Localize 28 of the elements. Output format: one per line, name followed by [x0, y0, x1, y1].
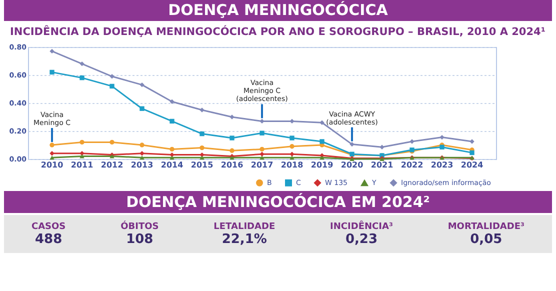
- text: LETALIDADE: [214, 222, 276, 232]
- text: 0,23: [344, 232, 379, 246]
- text: CASOS: [31, 222, 66, 232]
- text: 108: [125, 232, 154, 246]
- x-tick-label: 2018: [280, 160, 304, 170]
- text: 22,1%: [220, 232, 268, 246]
- x-tick-label: 2023: [430, 160, 454, 170]
- x-tick-label: 2014: [160, 160, 184, 170]
- x-tick-label: 2011: [70, 160, 94, 170]
- text: ÓBITOS: [120, 222, 159, 232]
- x-tick-label: 2019: [310, 160, 334, 170]
- x-tick-label: 2024: [460, 160, 484, 170]
- x-tick-label: 2021: [370, 160, 394, 170]
- x-tick-label: 2010: [40, 160, 64, 170]
- text: MORTALIDADE³: [448, 222, 524, 232]
- text: 0,05: [469, 232, 504, 246]
- text: DOENÇA MENINGOCÓCICA EM 2024²: [4, 191, 552, 213]
- chart-title: DOENÇA MENINGOCÓCICA: [4, 0, 552, 21]
- x-tick-label: 2015: [190, 160, 214, 170]
- x-tick-label: 2020: [340, 160, 364, 170]
- chart-subtitle: INCIDÊNCIA DA DOENÇA MENINGOCÓCICA POR ANO E SOROGRUPO – BRASIL, 2010 A 2024¹: [10, 26, 546, 39]
- x-tick-label: 2016: [220, 160, 244, 170]
- x-tick-label: 2012: [100, 160, 124, 170]
- text: 488: [34, 232, 64, 246]
- x-tick-label: 2017: [250, 160, 274, 170]
- x-tick-label: 2013: [130, 160, 154, 170]
- text: INCIDÊNCIA³: [330, 222, 393, 232]
- x-tick-label: 2022: [400, 160, 424, 170]
